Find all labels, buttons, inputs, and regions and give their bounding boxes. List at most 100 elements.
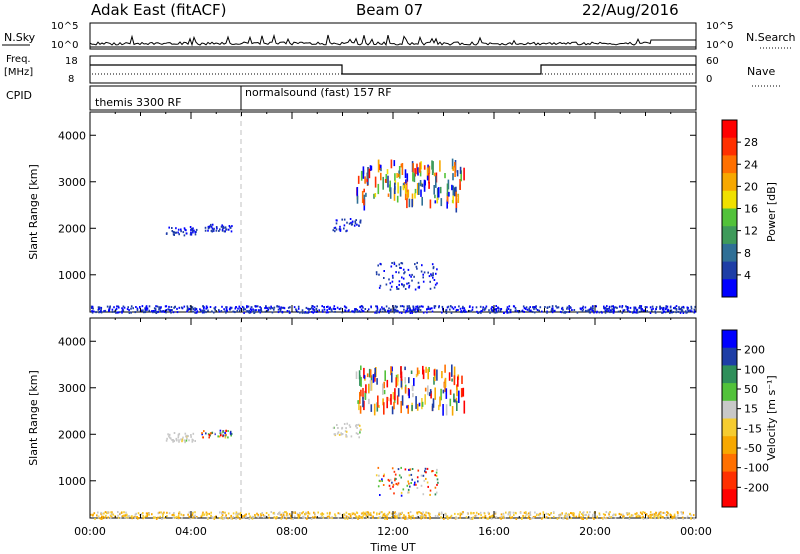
noise-ytick-right-top: 10^5 [706, 21, 733, 32]
echo-cell [451, 184, 453, 191]
echo-cell [272, 512, 275, 515]
echo-cell [359, 375, 361, 386]
echo-cell [171, 439, 173, 441]
echo-cell [547, 513, 549, 516]
echo-cell [444, 173, 446, 179]
echo-cell [468, 306, 471, 308]
echo-cell [161, 310, 164, 313]
echo-cell [214, 306, 217, 309]
echo-cell [369, 165, 372, 171]
echo-cell [180, 513, 183, 516]
echo-cell [312, 308, 314, 311]
echo-cell [323, 306, 325, 309]
echo-cell [612, 514, 614, 517]
echo-cell [400, 163, 403, 168]
echo-cell [279, 307, 281, 310]
echo-cell [658, 511, 660, 514]
echo-cell [256, 512, 258, 515]
echo-cell [162, 310, 165, 312]
echo-cell [447, 517, 449, 520]
echo-cell [665, 305, 667, 308]
echo-cell [642, 517, 645, 520]
echo-cell [178, 516, 181, 519]
echo-cell [231, 225, 233, 228]
echo-cell [461, 307, 464, 310]
echo-cell [357, 310, 359, 313]
echo-cell [654, 311, 657, 314]
echo-cell [500, 516, 503, 518]
echo-cell [515, 518, 518, 520]
echo-cell [119, 512, 121, 515]
echo-cell [159, 515, 161, 518]
echo-cell [481, 310, 483, 312]
xtick-label: 16:00 [478, 525, 510, 538]
echo-cell [228, 308, 231, 311]
echo-cell [535, 307, 537, 310]
echo-cell [175, 516, 178, 519]
echo-cell [635, 513, 637, 516]
echo-cell [550, 512, 552, 514]
echo-cell [396, 286, 398, 288]
echo-cell [581, 517, 583, 520]
echo-cell [673, 515, 676, 518]
echo-cell [174, 516, 176, 519]
echo-cell [432, 470, 434, 472]
echo-cell [389, 282, 392, 285]
echo-cell [453, 375, 456, 386]
echo-cell [297, 307, 300, 310]
echo-cell [645, 517, 648, 520]
echo-cell [692, 514, 695, 517]
echo-cell [434, 194, 436, 199]
echo-cell [287, 306, 290, 309]
echo-cell [431, 307, 433, 310]
echo-cell [158, 511, 161, 514]
echo-cell [201, 432, 203, 435]
echo-cell [581, 513, 583, 515]
echo-cell [367, 308, 370, 311]
echo-cell [539, 306, 542, 309]
echo-cell [202, 436, 204, 439]
echo-cell [408, 516, 411, 518]
echo-cell [357, 423, 360, 426]
echo-cell [586, 517, 588, 520]
echo-cell [265, 512, 268, 514]
echo-cell [414, 193, 416, 199]
echo-cell [307, 512, 309, 515]
echo-cell [562, 308, 564, 311]
echo-cell [218, 310, 221, 313]
noise-sky-trace [89, 33, 696, 47]
echo-cell [224, 516, 227, 519]
echo-cell [220, 225, 223, 228]
echo-cell [239, 513, 241, 516]
echo-cell [470, 512, 472, 515]
echo-cell [386, 379, 389, 388]
echo-cell [415, 307, 417, 310]
echo-cell [420, 270, 423, 273]
echo-cell [667, 511, 669, 514]
echo-cell [402, 268, 405, 271]
echo-cell [131, 517, 133, 520]
echo-cell [128, 311, 131, 314]
echo-cell [502, 512, 505, 515]
echo-cell [168, 433, 171, 436]
echo-cell [190, 231, 192, 234]
echo-cell [382, 513, 385, 516]
echo-cell [399, 266, 401, 269]
echo-cell [410, 482, 412, 484]
echo-cell [429, 489, 432, 492]
echo-cell [368, 398, 370, 405]
echo-cell [186, 305, 189, 308]
echo-cell [418, 182, 420, 195]
echo-cell [202, 305, 204, 308]
velocity-data-layer [90, 364, 695, 520]
echo-cell [357, 433, 359, 435]
echo-cell [406, 405, 408, 409]
echo-cell [366, 373, 369, 378]
echo-cell [278, 511, 281, 514]
echo-cell [689, 513, 691, 516]
echo-cell [677, 310, 680, 313]
echo-cell [348, 424, 351, 427]
echo-cell [194, 307, 196, 310]
echo-cell [330, 516, 332, 519]
